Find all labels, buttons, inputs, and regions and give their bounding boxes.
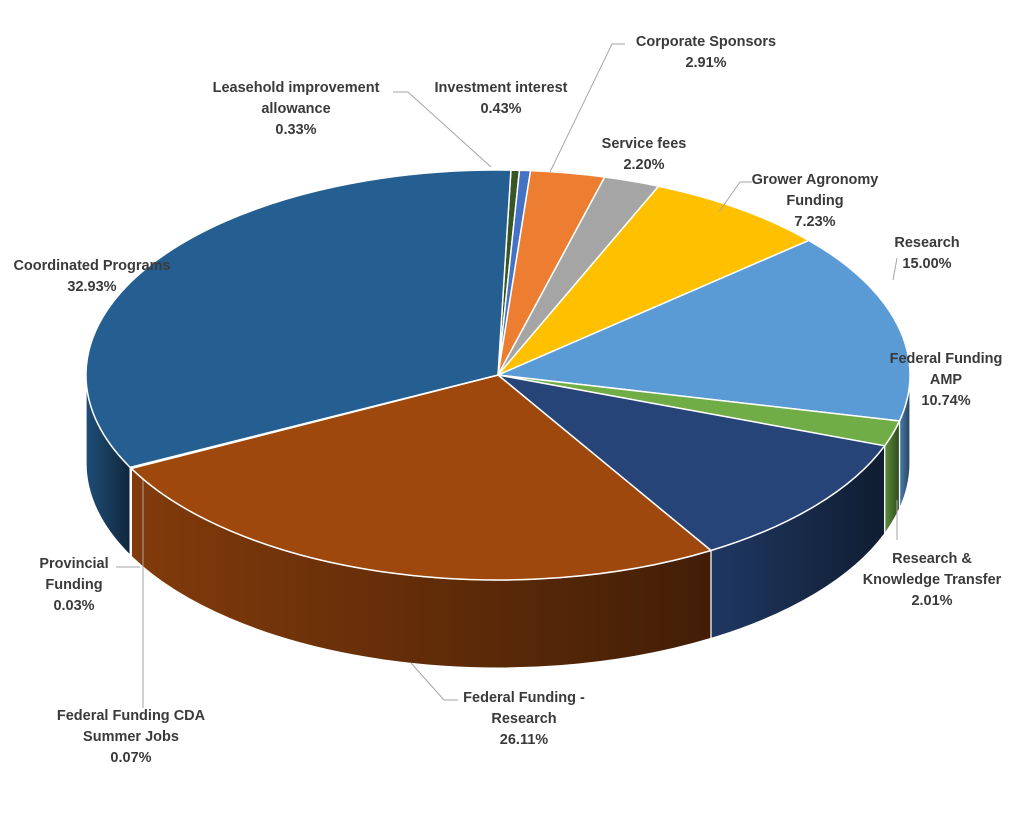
pie-slice-federal-funding-amp (497, 374, 886, 552)
data-label-name: Research (491, 711, 557, 727)
data-label-name: Federal Funding CDA (56, 708, 206, 724)
data-label-value: 2.01% (911, 593, 953, 609)
data-label-value: 7.23% (794, 214, 836, 230)
leader-line-leasehold-improvement-allowance (393, 91, 492, 168)
data-label-name: Service fees (601, 136, 687, 152)
leader-line-grower-agronomy-funding (718, 181, 752, 213)
leader-line-research (892, 257, 898, 281)
data-label-leasehold-improvement-allowance: Leasehold improvement allowance 0.33% (213, 78, 380, 141)
data-label-name: AMP (929, 372, 963, 388)
data-label-federal-funding-amp: Federal Funding AMP 10.74% (890, 349, 1003, 412)
data-label-name: allowance (261, 101, 331, 117)
leader-line-federal-funding-research (410, 662, 458, 701)
data-label-name: Provincial (39, 556, 109, 572)
data-label-grower-agronomy-funding: Grower Agronomy Funding 7.23% (752, 170, 879, 233)
pie-slice-research (497, 239, 911, 422)
data-label-value: 0.43% (480, 101, 522, 117)
data-label-value: 10.74% (921, 393, 971, 409)
data-label-name: Leasehold improvement (212, 80, 380, 96)
leader-lines (116, 43, 898, 708)
data-label-value: 0.03% (53, 598, 95, 614)
data-label-name: Federal Funding (889, 351, 1003, 367)
data-label-federal-funding-cda-summer-jobs: Federal Funding CDA Summer Jobs 0.07% (57, 706, 205, 769)
pie-sides (85, 374, 911, 669)
data-label-value: 15.00% (902, 256, 952, 272)
data-label-name: Grower Agronomy (751, 172, 879, 188)
data-label-name: Research & (892, 551, 972, 567)
data-label-name: Funding (786, 193, 844, 209)
data-label-research: Research 15.00% (894, 233, 959, 275)
pie-slice-grower-agronomy-funding (497, 185, 810, 376)
data-label-service-fees: Service fees 2.20% (602, 134, 687, 176)
leader-line-corporate-sponsors (549, 43, 625, 173)
data-label-name: Federal Funding - (463, 690, 585, 706)
pie-slice-coordinated-programs (85, 169, 512, 469)
pie-slice-federal-funding-research (130, 374, 712, 581)
data-label-name: Funding (45, 577, 103, 593)
data-label-name: Coordinated Programs (13, 258, 171, 274)
data-label-coordinated-programs: Coordinated Programs 32.93% (13, 256, 170, 298)
data-label-name: Investment interest (434, 80, 568, 96)
data-label-value: 2.20% (623, 157, 665, 173)
pie-slices (85, 169, 911, 581)
data-label-value: 0.33% (275, 122, 317, 138)
data-label-name: Corporate Sponsors (635, 34, 777, 50)
data-label-value: 32.93% (67, 279, 117, 295)
data-label-investment-interest: Investment interest 0.43% (435, 78, 568, 120)
data-label-name: Knowledge Transfer (862, 572, 1002, 588)
data-label-name: Summer Jobs (83, 729, 179, 745)
data-label-research-knowledge-transfer: Research & Knowledge Transfer 2.01% (863, 549, 1002, 612)
data-label-federal-funding-research: Federal Funding - Research 26.11% (463, 688, 585, 751)
data-label-value: 2.91% (685, 55, 727, 71)
data-label-name: Research (894, 235, 960, 251)
data-label-value: 0.07% (110, 750, 152, 766)
data-label-value: 26.11% (499, 732, 549, 748)
data-label-corporate-sponsors: Corporate Sponsors 2.91% (636, 32, 776, 74)
data-label-provincial-funding: Provincial Funding 0.03% (39, 554, 108, 617)
